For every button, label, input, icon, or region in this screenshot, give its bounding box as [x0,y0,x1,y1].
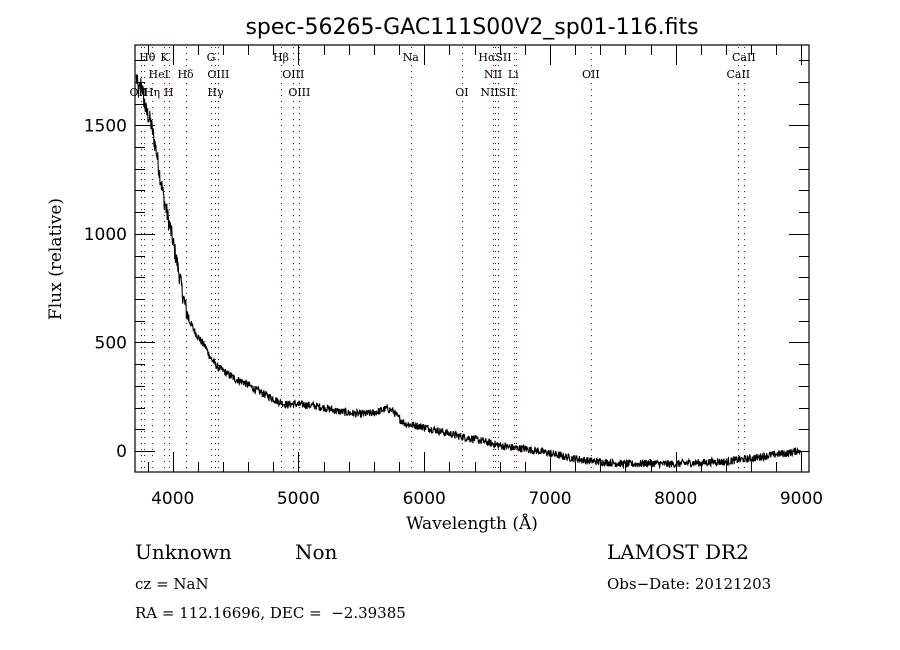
line-label: Hθ [139,51,156,64]
line-label: Hγ [207,86,224,99]
redshift-value: cz = NaN [135,575,209,593]
line-label: G [207,51,216,64]
line-label: OIII [207,68,229,81]
spectral-line-markers [141,47,745,472]
y-axis-label: Flux (relative) [46,198,66,320]
spectral-class: Unknown [135,540,232,564]
line-label: Na [403,51,420,64]
y-tick-label: 500 [95,333,127,353]
line-label: Hη [144,86,160,99]
line-label: Hδ [177,68,194,81]
spectrum-line [135,74,801,470]
line-labels: Hθ K G Hβ Na HαSII CaII HeI Hδ OIII OIII NII Li OII Ca… [130,51,756,99]
axis-ticks: 4000 5000 6000 7000 8000 9000 0 500 1000 1500 [84,45,823,509]
chart-title: spec-56265-GAC111S00V2_sp01-116.fits [245,15,698,40]
y-tick-label: 1000 [84,225,127,245]
line-label: H [164,86,174,99]
line-label: OIII [288,86,310,99]
x-tick-label: 9000 [780,489,823,509]
x-tick-label: 7000 [528,489,571,509]
line-label: HeI [149,68,169,81]
line-label: Hβ [273,51,289,64]
line-label: OIII [282,68,304,81]
spectral-subclass: Non [295,540,338,564]
coordinates: RA = 112.16696, DEC = −2.39385 [135,604,406,622]
line-label: K [160,51,169,64]
line-label: NIISII [480,86,515,99]
x-tick-label: 6000 [403,489,446,509]
spectrum-series [135,74,801,470]
line-label: OII [130,86,148,99]
line-label: CaII [732,51,756,64]
line-label: OII [582,68,600,81]
y-tick-label: 1500 [84,116,127,136]
line-label: HαSII [478,51,511,64]
line-label: Li [508,68,519,81]
line-label: CaII [726,68,750,81]
x-tick-label: 5000 [277,489,320,509]
x-tick-label: 4000 [151,489,194,509]
observation-date: Obs−Date: 20121203 [607,575,772,593]
line-label: NII [484,68,502,81]
y-tick-label: 0 [116,442,127,462]
line-label: OI [455,86,468,99]
survey-name: LAMOST DR2 [607,540,749,564]
x-tick-label: 8000 [654,489,697,509]
plot-frame [134,44,810,473]
x-axis-label: Wavelength (Å) [406,513,538,534]
